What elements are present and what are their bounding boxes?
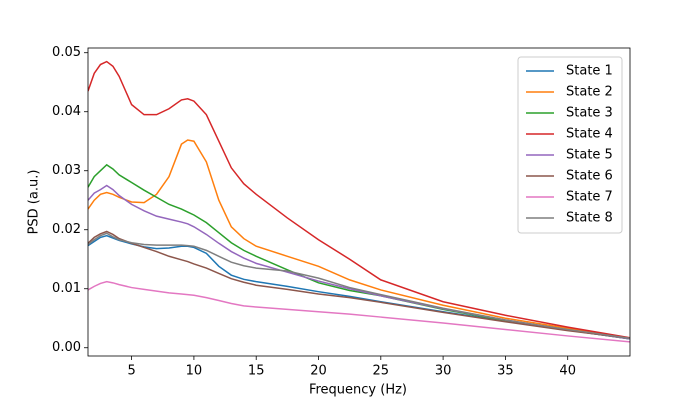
x-tick-label: 15 (248, 364, 265, 379)
plot-frame (87, 47, 631, 357)
legend-label: State 3 (566, 106, 613, 121)
x-tick-label: 5 (127, 364, 135, 379)
line (88, 184, 630, 340)
x-tick-label: 10 (186, 364, 203, 379)
legend-label: State 4 (566, 127, 613, 142)
legend-label: State 5 (566, 148, 613, 163)
y-tick-label: 0.04 (52, 104, 81, 119)
line (88, 230, 630, 340)
line (88, 280, 630, 343)
line (88, 60, 630, 339)
legend-label: State 2 (566, 85, 613, 100)
legend-box (517, 56, 623, 234)
x-tick-label: 20 (310, 364, 327, 379)
y-tick-label: 0.01 (52, 281, 81, 296)
y-axis-label: PSD (a.u.) (27, 170, 42, 235)
legend-label: State 7 (566, 190, 613, 205)
legend-label: State 8 (566, 211, 613, 226)
x-tick-label: 40 (559, 364, 576, 379)
y-tick-label: 0.02 (52, 222, 81, 237)
legend-label: State 6 (566, 169, 613, 184)
line (88, 139, 630, 340)
y-tick-label: 0.05 (52, 45, 81, 60)
y-tick-label: 0.00 (52, 340, 81, 355)
line (88, 232, 630, 340)
y-tick-label: 0.03 (52, 163, 81, 178)
x-axis-label: Frequency (Hz) (309, 383, 407, 398)
x-tick-label: 30 (435, 364, 452, 379)
x-tick-label: 35 (497, 364, 514, 379)
x-tick-label: 25 (373, 364, 390, 379)
legend-label: State 1 (566, 64, 613, 79)
